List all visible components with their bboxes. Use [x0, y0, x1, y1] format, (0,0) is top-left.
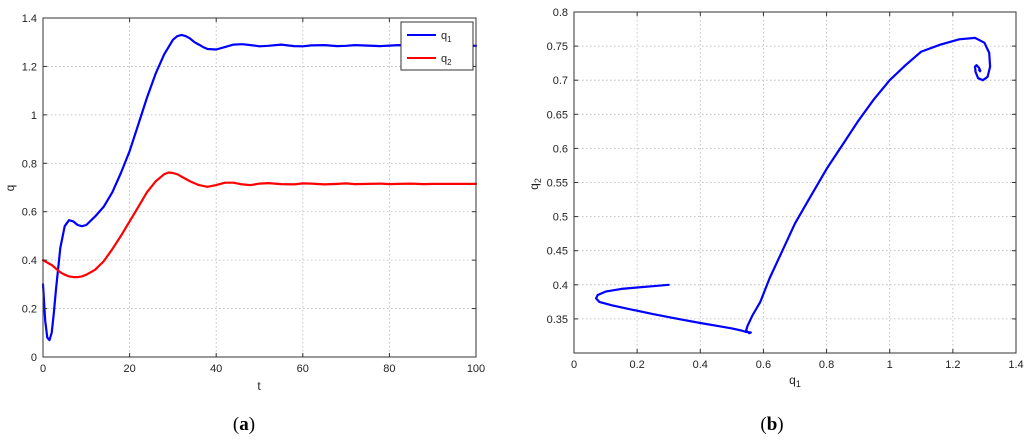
y-axis-label-b-main: q [527, 183, 541, 190]
y-tick-label-b: 0.45 [547, 246, 568, 258]
grid-a [43, 18, 476, 357]
x-tick-label-b: 1 [887, 359, 893, 371]
x-tick-label-b: 0.6 [756, 359, 771, 371]
x-tick-label-b: 1.2 [945, 359, 960, 371]
x-axis-label-b: q1 [789, 373, 801, 389]
series-line-q2-a [41, 171, 478, 279]
y-axis-label-b-sub: 2 [533, 178, 543, 183]
legend-a: q1 q2 [400, 21, 474, 71]
y-tick-label-b: 0.8 [553, 7, 568, 19]
x-tick-label-a: 100 [467, 363, 485, 375]
legend-label-q2-main: q [441, 53, 447, 65]
x-tick-label-a: 40 [210, 363, 222, 375]
caption-b: (b) [760, 414, 783, 435]
y-tick-label-a: 0 [31, 352, 37, 364]
legend-label-q2-sub: 2 [447, 58, 452, 67]
series-line-trajectory-b [594, 36, 992, 335]
x-tick-label-a: 0 [40, 363, 46, 375]
chart-panel-b: 0 0.2 0.4 0.6 0.8 1 1.2 1.4 0.35 0.4 0.45 0.5 0.55 0.… [527, 7, 1024, 389]
caption-b-open: ( [760, 414, 766, 435]
y-tick-label-b: 0.5 [553, 212, 568, 224]
y-axis-label-a: q [3, 185, 17, 192]
x-tick-label-a: 20 [123, 363, 135, 375]
caption-b-letter: b [767, 414, 778, 435]
legend-label-q1: q1 [441, 30, 452, 44]
x-axis-label-a: t [257, 379, 261, 393]
x-axis-label-b-sub: 1 [796, 379, 801, 389]
y-tick-label-b: 0.75 [547, 41, 568, 53]
y-tick-label-b: 0.35 [547, 314, 568, 326]
legend-label-q1-sub: 1 [447, 35, 452, 44]
x-tick-label-b: 1.4 [1008, 359, 1023, 371]
y-tick-label-a: 0.6 [22, 207, 37, 219]
x-tick-label-a: 80 [383, 363, 395, 375]
y-tick-label-a: 1.4 [22, 13, 37, 25]
y-tick-label-a: 0.2 [22, 304, 37, 316]
series-layer-a [41, 33, 478, 342]
x-tick-label-a: 60 [297, 363, 309, 375]
y-tick-label-b: 0.6 [553, 143, 568, 155]
axes-frame-a [42, 17, 477, 358]
series-line-q1-a [41, 33, 478, 342]
chart-panel-a: 0 20 40 60 80 100 0 0.2 0.4 0.6 0.8 1 1.2 1.4 t q q1 … [3, 13, 485, 393]
y-tick-label-a: 0.4 [22, 255, 37, 267]
y-axis-label-b: q2 [527, 178, 543, 190]
x-axis-label-b-main: q [789, 373, 796, 387]
ticks-b: 0 0.2 0.4 0.6 0.8 1 1.2 1.4 0.35 0.4 0.45 0.5 0.55 0.… [547, 7, 1024, 371]
y-tick-label-b: 0.7 [553, 75, 568, 87]
legend-box [400, 21, 474, 71]
y-tick-label-a: 1.2 [22, 61, 37, 73]
y-tick-label-b: 0.55 [547, 178, 568, 190]
caption-a-close: ) [249, 414, 255, 435]
grid-b [574, 12, 1016, 353]
x-tick-label-b: 0 [571, 359, 577, 371]
caption-a-letter: a [239, 414, 249, 435]
y-tick-label-b: 0.65 [547, 109, 568, 121]
x-tick-label-b: 0.8 [819, 359, 834, 371]
x-tick-label-b: 0.4 [693, 359, 708, 371]
y-tick-label-a: 0.8 [22, 158, 37, 170]
caption-a-open: ( [233, 414, 239, 435]
legend-label-q2: q2 [441, 53, 452, 67]
x-tick-label-b: 0.2 [629, 359, 644, 371]
legend-label-q1-main: q [441, 30, 447, 42]
series-layer-b [594, 36, 992, 335]
ticks-a: 0 20 40 60 80 100 0 0.2 0.4 0.6 0.8 1 1.2 1.4 [22, 13, 485, 375]
y-tick-label-a: 1 [31, 110, 37, 122]
caption-a: (a) [233, 414, 255, 435]
caption-b-close: ) [777, 414, 783, 435]
y-tick-label-b: 0.4 [553, 280, 568, 292]
